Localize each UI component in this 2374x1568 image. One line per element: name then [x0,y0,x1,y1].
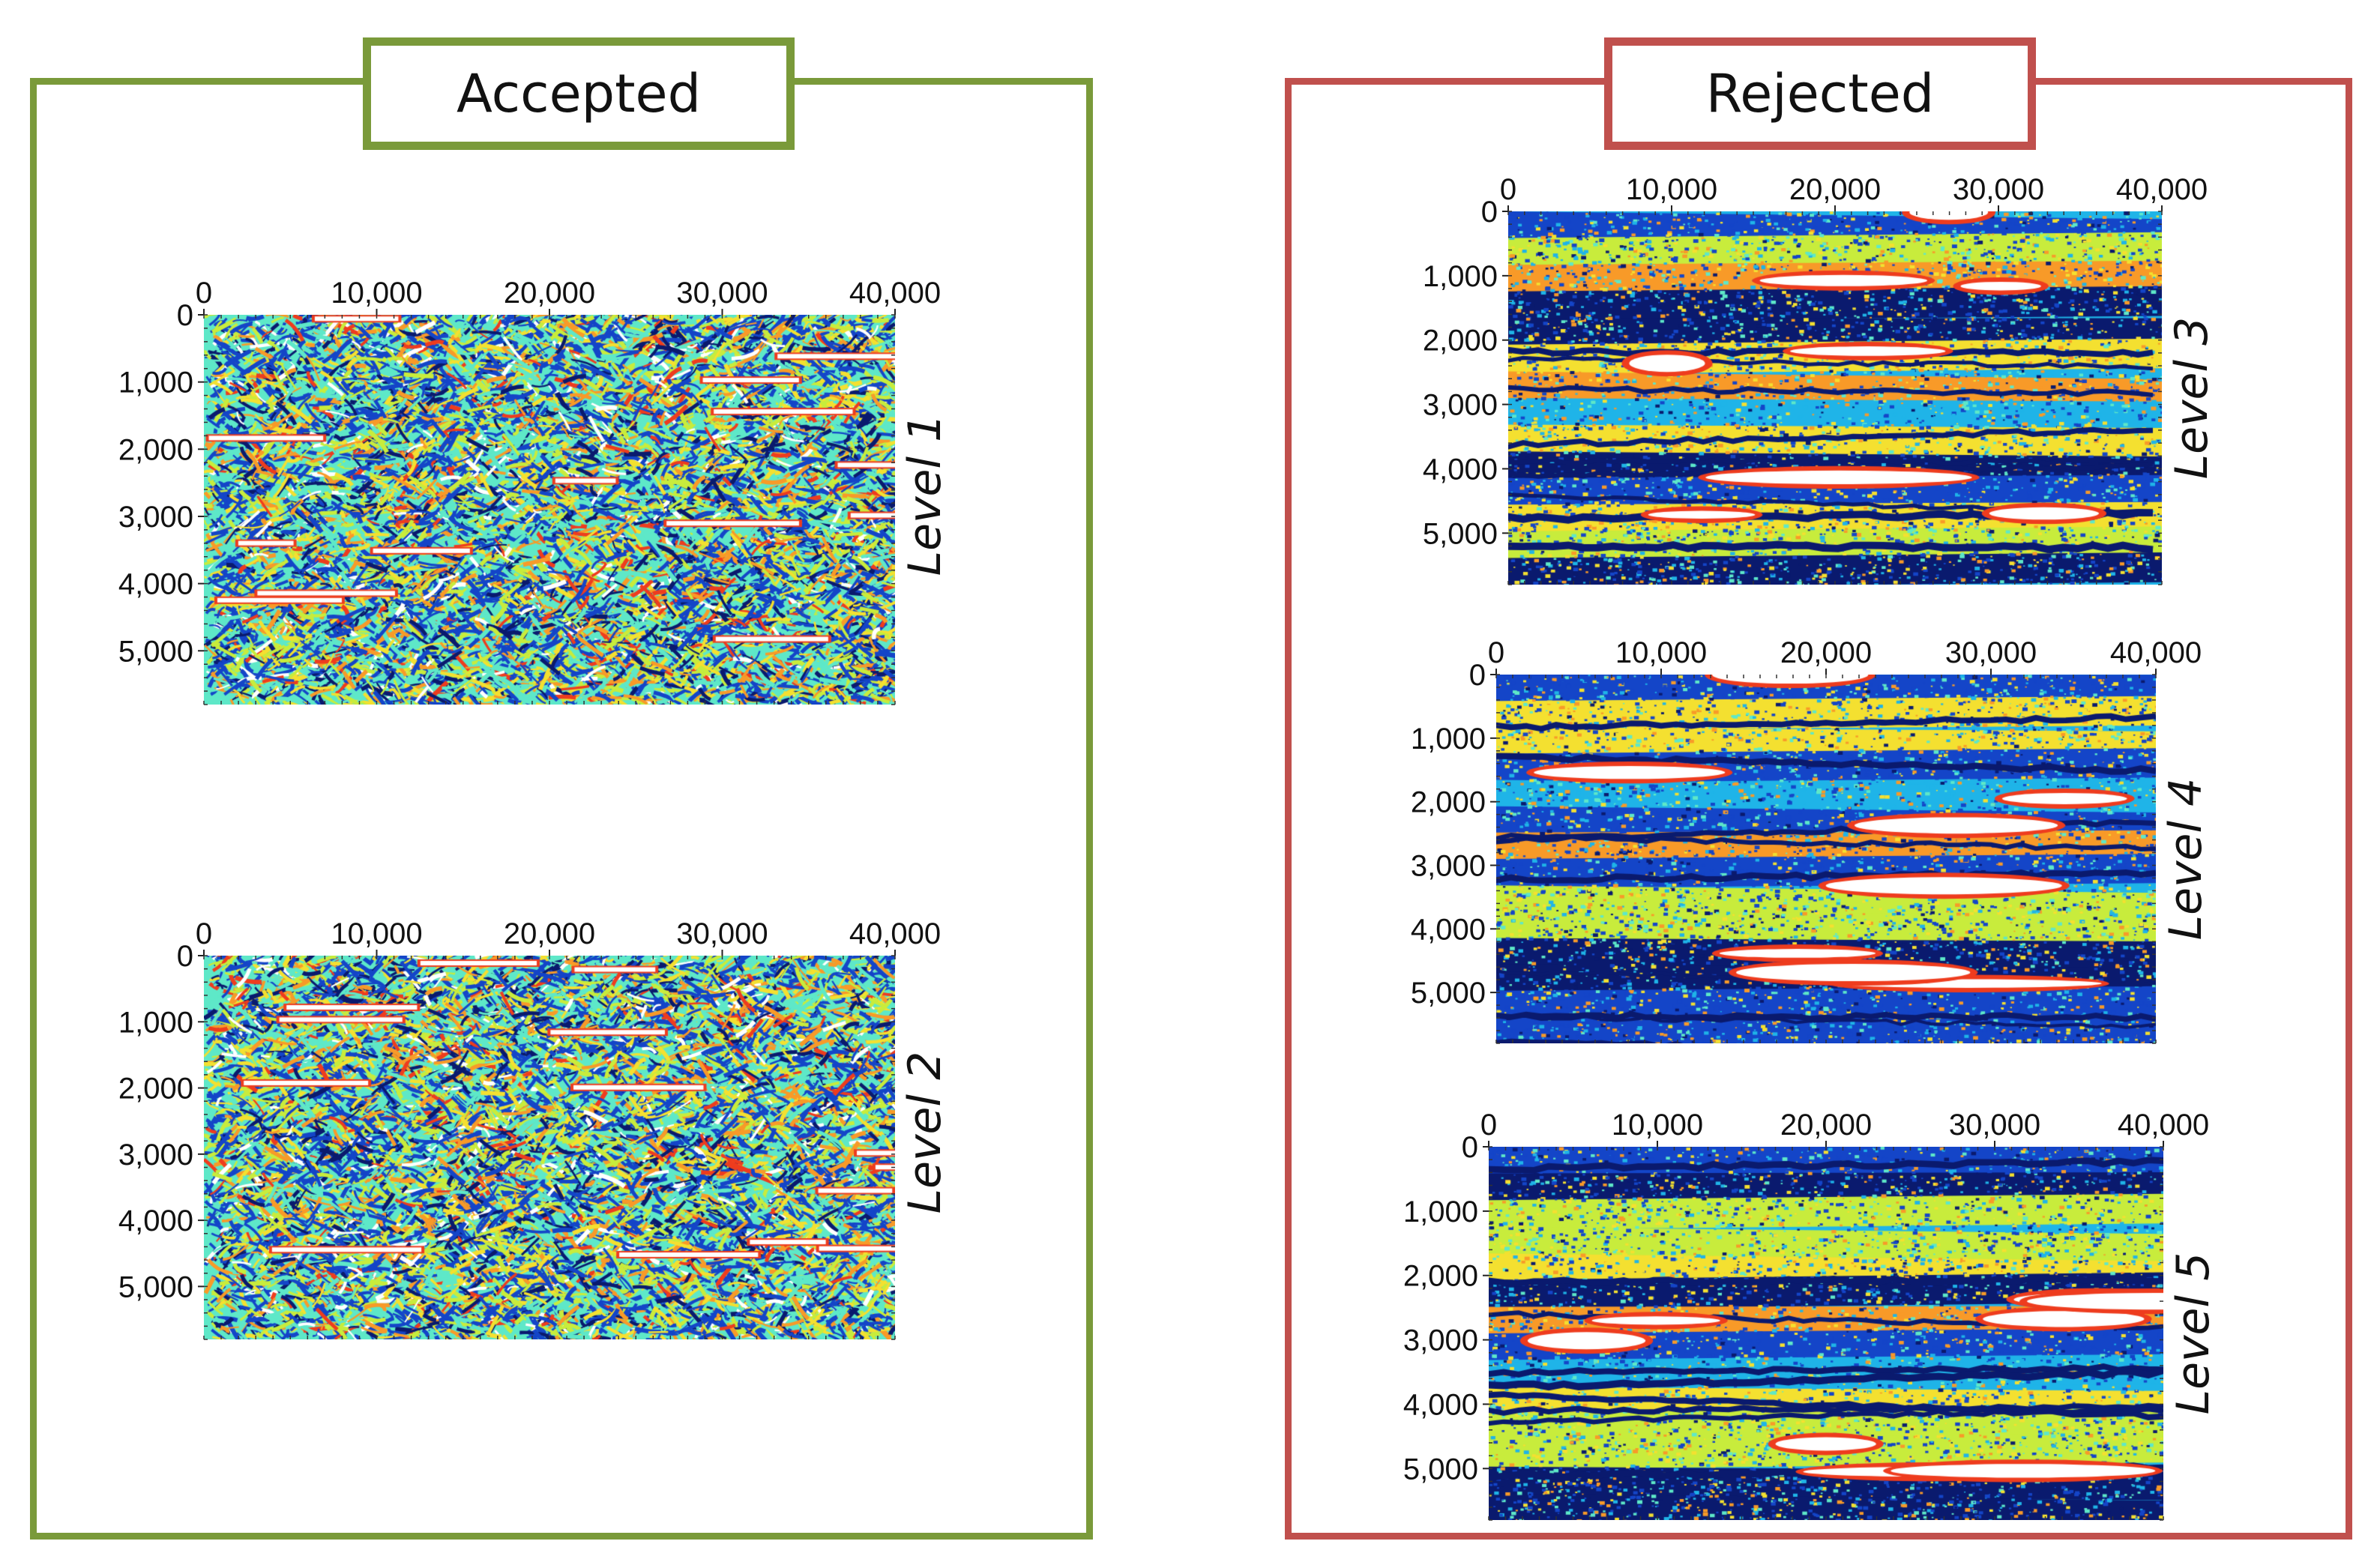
y-tick-label: 1,000 [1403,1195,1478,1228]
y-tick-label: 2,000 [1403,1260,1478,1293]
y-tick-label: 5,000 [118,1270,193,1303]
x-tick-label: 40,000 [2116,173,2208,206]
panel-level-3: 0 10,000 20,000 30,000 40,000 0 1,000 2,000 3,00… [1388,151,2252,615]
y-tick-label: 2,000 [118,1073,193,1106]
heatmap-svg: 0 10,000 20,000 30,000 40,000 0 1,000 2,000 3,00… [118,277,951,705]
y-tick-label: 5,000 [1411,977,1486,1010]
heatmap-image [1496,675,2156,1043]
x-tick-label: 0 [196,917,212,950]
y-tick-label: 3,000 [1411,849,1486,882]
level-label: Level 3 [2166,317,2218,480]
y-tick-label: 3,000 [1403,1324,1478,1357]
y-tick-label: 3,000 [118,1139,193,1172]
y-tick-label: 4,000 [1411,913,1486,946]
x-tick-label: 20,000 [1780,636,1872,669]
panel-level-2: 0 10,000 20,000 30,000 40,000 0 1,000 2,000 3,00… [84,896,985,1369]
y-tick-label: 5,000 [1403,1453,1478,1486]
heatmap-image [1489,1147,2163,1520]
heatmap-image [204,956,895,1339]
y-tick-label: 2,000 [1411,786,1486,819]
x-tick-label: 10,000 [331,277,422,310]
x-tick-label: 10,000 [331,917,422,950]
level-label: Level 4 [2160,778,2212,941]
y-tick-label: 4,000 [118,1204,193,1237]
y-tick-label: 4,000 [1403,1388,1478,1421]
x-tick-label: 40,000 [2118,1109,2209,1142]
x-tick-label: 30,000 [1953,173,2044,206]
heatmap-image [204,315,895,705]
x-tick-label: 30,000 [676,277,768,310]
x-tick-label: 10,000 [1626,173,1717,206]
level-label: Level 1 [899,414,951,576]
y-tick-label: 0 [1469,659,1486,692]
level-label: Level 5 [2167,1252,2220,1415]
x-tick-label: 0 [196,277,212,310]
heatmap-svg: 0 10,000 20,000 30,000 40,000 0 1,000 2,000 3,00… [1411,636,2212,1044]
x-tick-label: 10,000 [1615,636,1707,669]
x-tick-label: 30,000 [676,917,768,950]
y-tick-label: 0 [177,299,193,332]
y-tick-label: 5,000 [1423,517,1498,550]
x-tick-label: 40,000 [849,917,941,950]
x-tick-label: 0 [1480,1109,1497,1142]
y-tick-label: 0 [1462,1131,1478,1164]
level-label: Level 2 [899,1052,951,1214]
y-tick-label: 1,000 [118,1006,193,1039]
x-tick-label: 30,000 [1945,636,2037,669]
x-tick-label: 0 [1488,636,1504,669]
y-tick-label: 1,000 [1411,723,1486,756]
y-tick-label: 2,000 [118,433,193,466]
x-tick-label: 40,000 [2110,636,2202,669]
y-tick-label: 4,000 [1423,453,1498,486]
x-tick-label: 0 [1500,173,1516,206]
x-tick-label: 30,000 [1949,1109,2040,1142]
y-tick-label: 2,000 [1423,325,1498,358]
panel-level-5: 0 10,000 20,000 30,000 40,000 0 1,000 2,000 3,00… [1369,1087,2253,1550]
x-tick-label: 10,000 [1612,1109,1703,1142]
panel-level-4: 0 10,000 20,000 30,000 40,000 0 1,000 2,000 3,00… [1376,615,2246,1073]
y-tick-label: 3,000 [1423,389,1498,422]
heatmap-image [1508,211,2162,585]
heatmap-svg: 0 10,000 20,000 30,000 40,000 0 1,000 2,000 3,00… [1423,173,2218,585]
panel-level-1: 0 10,000 20,000 30,000 40,000 0 1,000 2,000 3,00… [84,255,985,735]
x-tick-label: 40,000 [849,277,941,310]
y-tick-label: 3,000 [118,501,193,534]
accepted-title: Accepted [363,37,795,150]
x-tick-label: 20,000 [504,277,595,310]
y-tick-label: 1,000 [118,367,193,399]
x-tick-label: 20,000 [1789,173,1881,206]
x-tick-label: 20,000 [504,917,595,950]
heatmap-svg: 0 10,000 20,000 30,000 40,000 0 1,000 2,000 3,00… [118,917,951,1340]
y-tick-label: 4,000 [118,568,193,601]
y-tick-label: 0 [1481,196,1498,229]
y-tick-label: 5,000 [118,635,193,668]
rejected-title: Rejected [1604,37,2036,150]
y-tick-label: 1,000 [1423,260,1498,293]
y-tick-label: 0 [177,940,193,973]
x-tick-label: 20,000 [1780,1109,1872,1142]
heatmap-svg: 0 10,000 20,000 30,000 40,000 0 1,000 2,000 3,00… [1403,1109,2220,1521]
